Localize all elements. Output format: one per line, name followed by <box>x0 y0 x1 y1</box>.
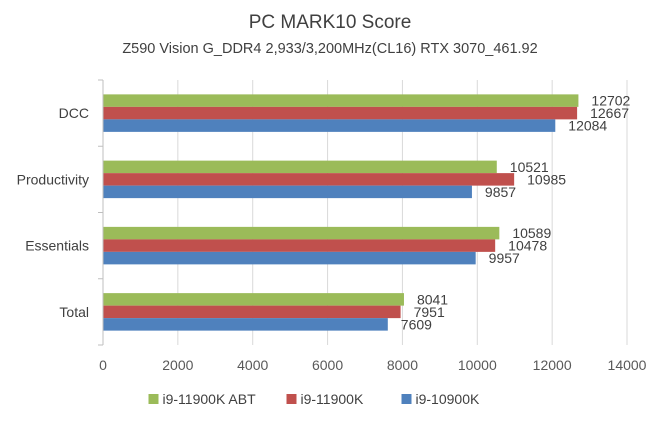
category-label: Essentials <box>25 238 89 254</box>
data-label: 9857 <box>485 184 516 200</box>
bar <box>103 293 404 306</box>
x-tick-label: 14000 <box>608 357 647 373</box>
category-label: DCC <box>59 105 89 121</box>
x-tick-label: 6000 <box>312 357 343 373</box>
data-label: 12667 <box>590 105 629 121</box>
legend-swatch <box>286 394 297 404</box>
bar <box>103 160 497 174</box>
bar <box>103 173 515 186</box>
data-label: 7609 <box>401 316 432 332</box>
data-label: 9957 <box>489 250 520 266</box>
chart-title: PC MARK10 Score <box>249 12 412 33</box>
x-tick-label: 8000 <box>387 357 418 373</box>
axes: 0 2000 4000 6000 8000 10000 12000 14000 DCC Produ… <box>17 79 647 373</box>
legend: i9-11900K ABT i9-11900K i9-10900K <box>148 391 480 407</box>
data-label: 12084 <box>568 118 607 134</box>
data-label: 7951 <box>414 304 445 320</box>
legend-label: i9-11900K ABT <box>163 391 257 407</box>
bar <box>103 305 401 319</box>
legend-swatch <box>148 394 159 404</box>
chart-subtitle: Z590 Vision G_DDR4 2,933/3,200MHz(CL16) … <box>122 41 537 57</box>
legend-swatch <box>401 394 412 404</box>
bar <box>103 119 556 132</box>
bar <box>103 185 472 199</box>
data-label: 12702 <box>591 93 630 109</box>
data-label: 10985 <box>527 171 566 187</box>
x-tick-label: 0 <box>99 357 107 373</box>
bar <box>103 226 500 240</box>
x-tick-label: 12000 <box>533 357 572 373</box>
bar <box>103 106 578 120</box>
bars <box>103 94 579 331</box>
data-label: 10478 <box>508 238 547 254</box>
category-label: Total <box>59 304 89 320</box>
x-tick-label: 10000 <box>458 357 497 373</box>
data-label: 10521 <box>510 159 549 175</box>
bar <box>103 239 496 252</box>
legend-label: i9-11900K <box>301 391 364 407</box>
data-label: 8041 <box>417 291 448 307</box>
legend-label: i9-10900K <box>416 391 480 407</box>
bar <box>103 318 388 331</box>
bar <box>103 94 579 107</box>
data-label: 10589 <box>512 225 551 241</box>
x-tick-label: 2000 <box>162 357 193 373</box>
x-tick-label: 4000 <box>237 357 268 373</box>
bar <box>103 251 476 265</box>
category-label: Productivity <box>17 171 89 187</box>
